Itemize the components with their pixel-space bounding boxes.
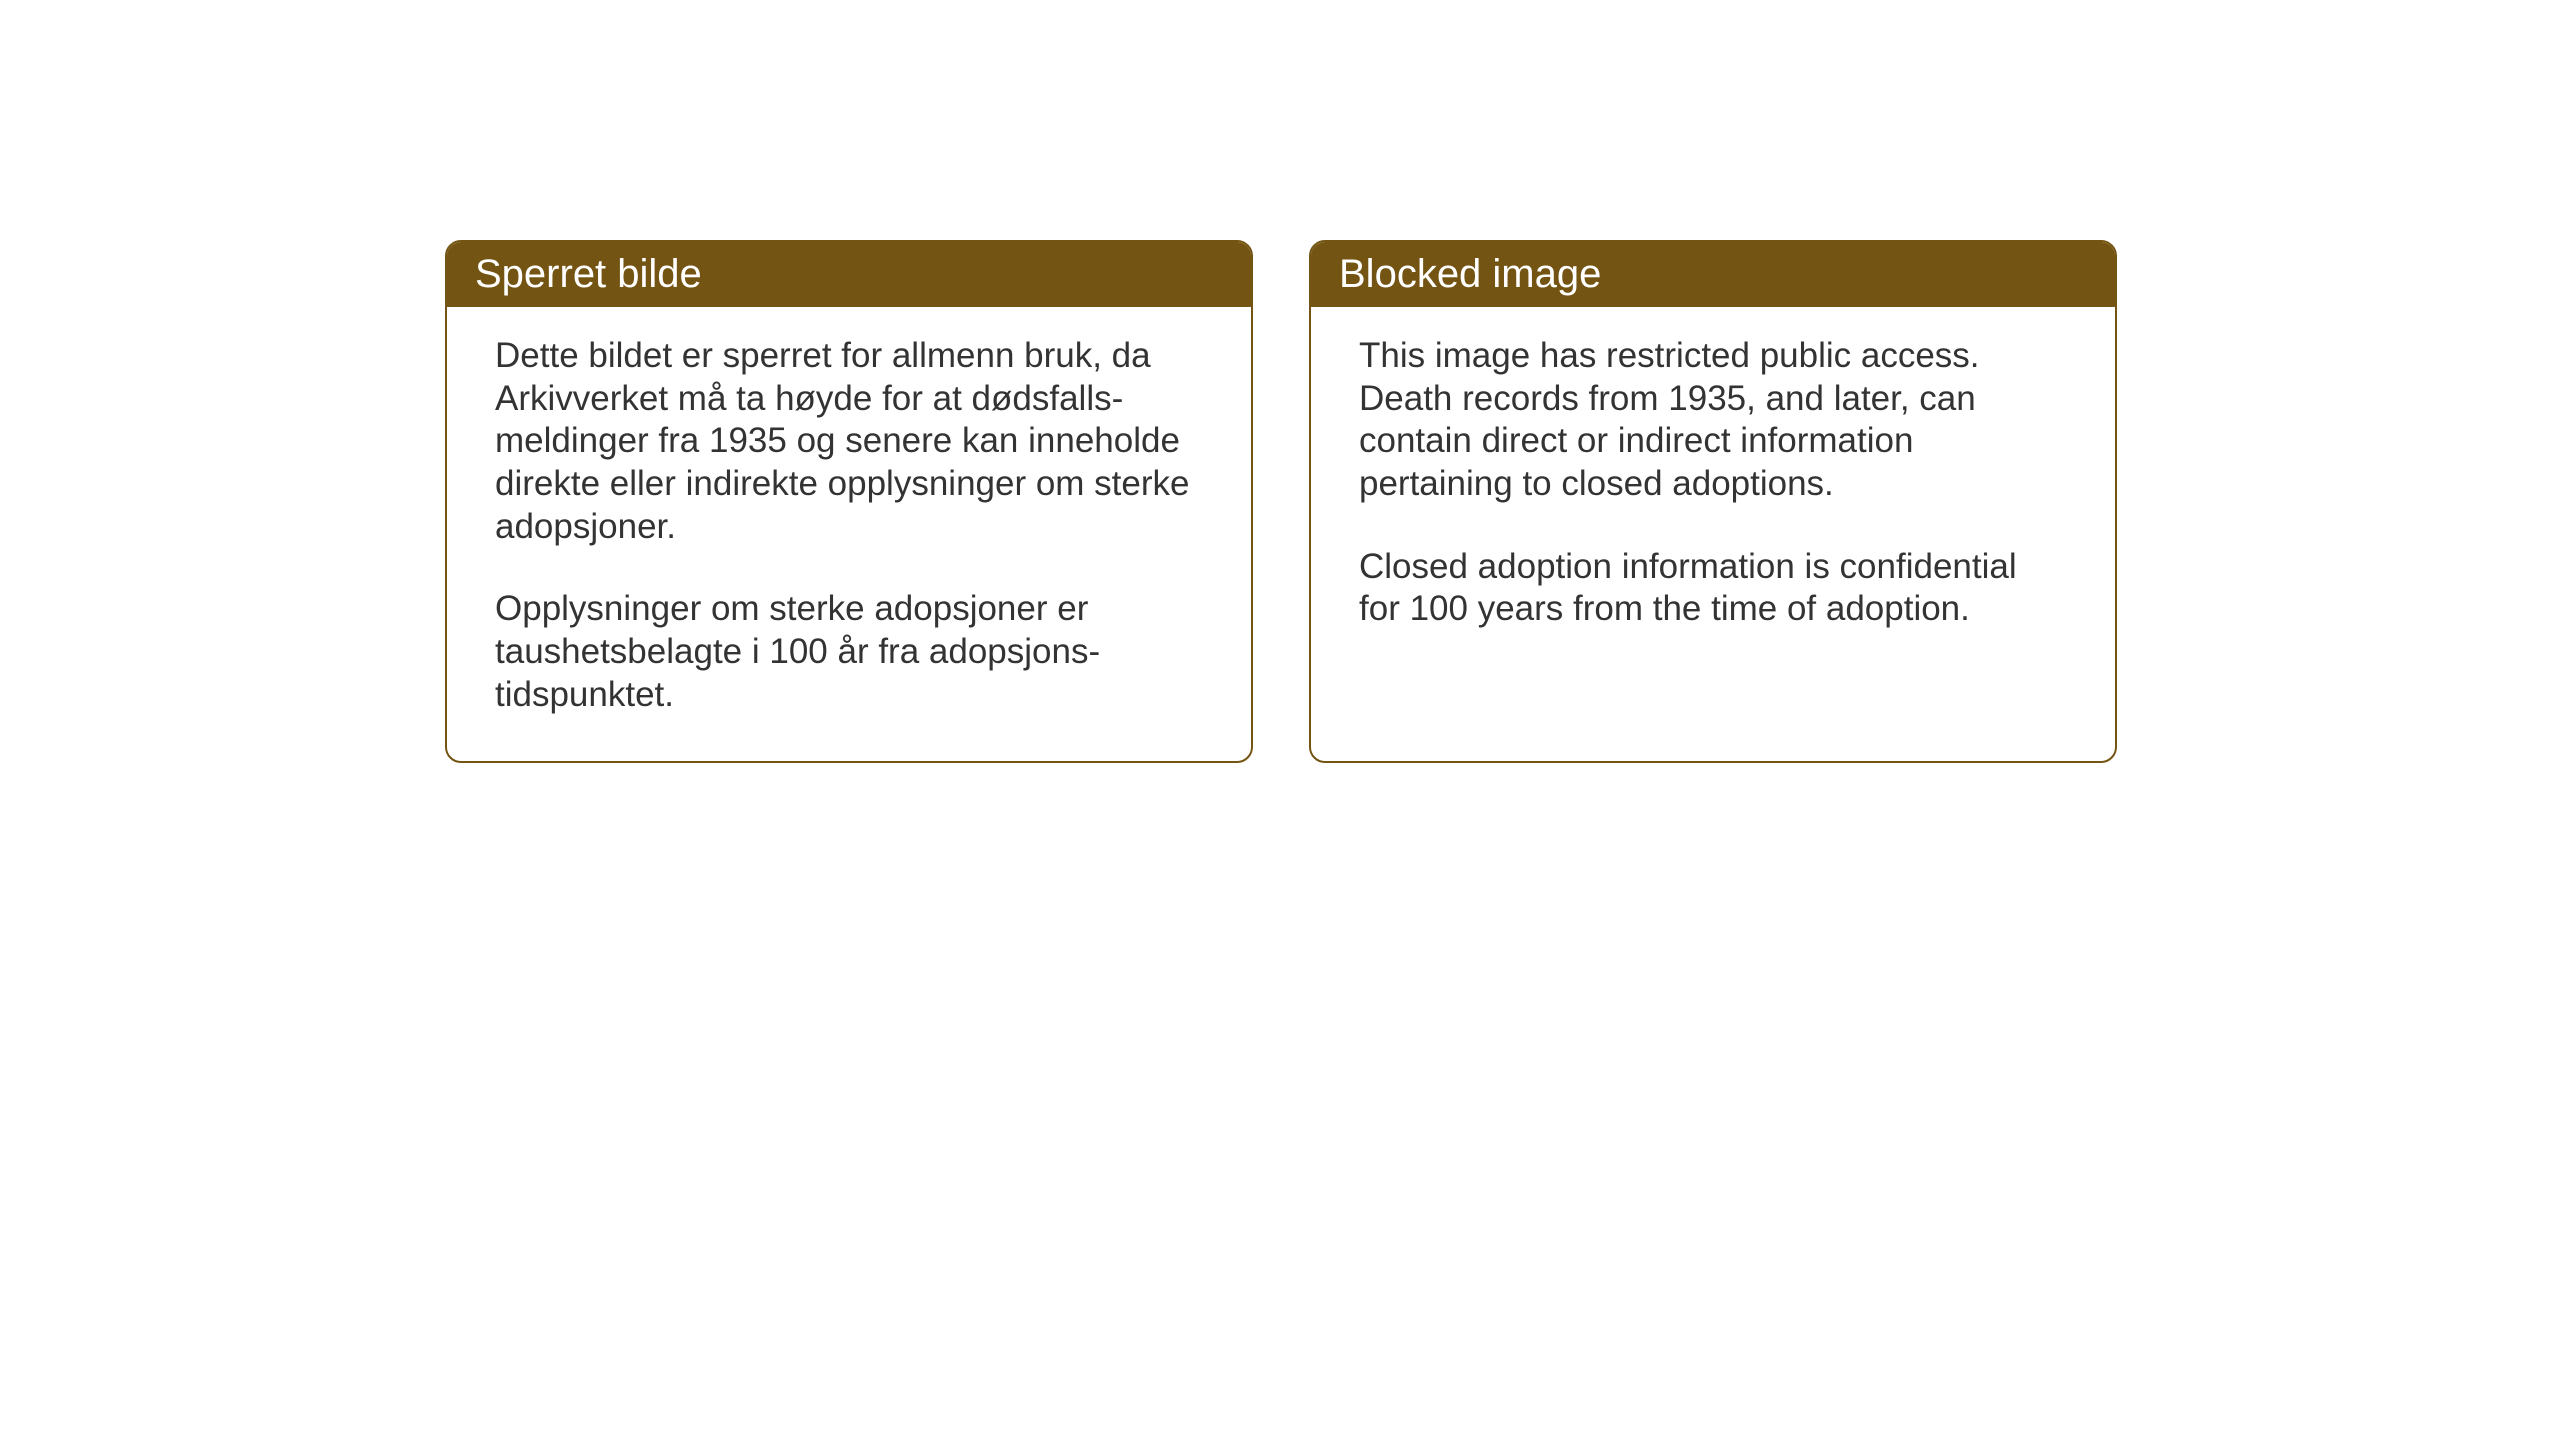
norwegian-paragraph-2: Opplysninger om sterke adopsjoner er tau… <box>495 588 1203 716</box>
english-paragraph-1: This image has restricted public access.… <box>1359 335 2067 506</box>
norwegian-paragraph-1: Dette bildet er sperret for allmenn bruk… <box>495 335 1203 548</box>
norwegian-notice-card: Sperret bilde Dette bildet er sperret fo… <box>445 240 1253 763</box>
notice-container: Sperret bilde Dette bildet er sperret fo… <box>445 240 2117 763</box>
english-paragraph-2: Closed adoption information is confident… <box>1359 546 2067 631</box>
english-notice-card: Blocked image This image has restricted … <box>1309 240 2117 763</box>
norwegian-card-header: Sperret bilde <box>447 242 1251 307</box>
norwegian-card-body: Dette bildet er sperret for allmenn bruk… <box>447 307 1251 761</box>
english-card-body: This image has restricted public access.… <box>1311 307 2115 675</box>
english-card-header: Blocked image <box>1311 242 2115 307</box>
